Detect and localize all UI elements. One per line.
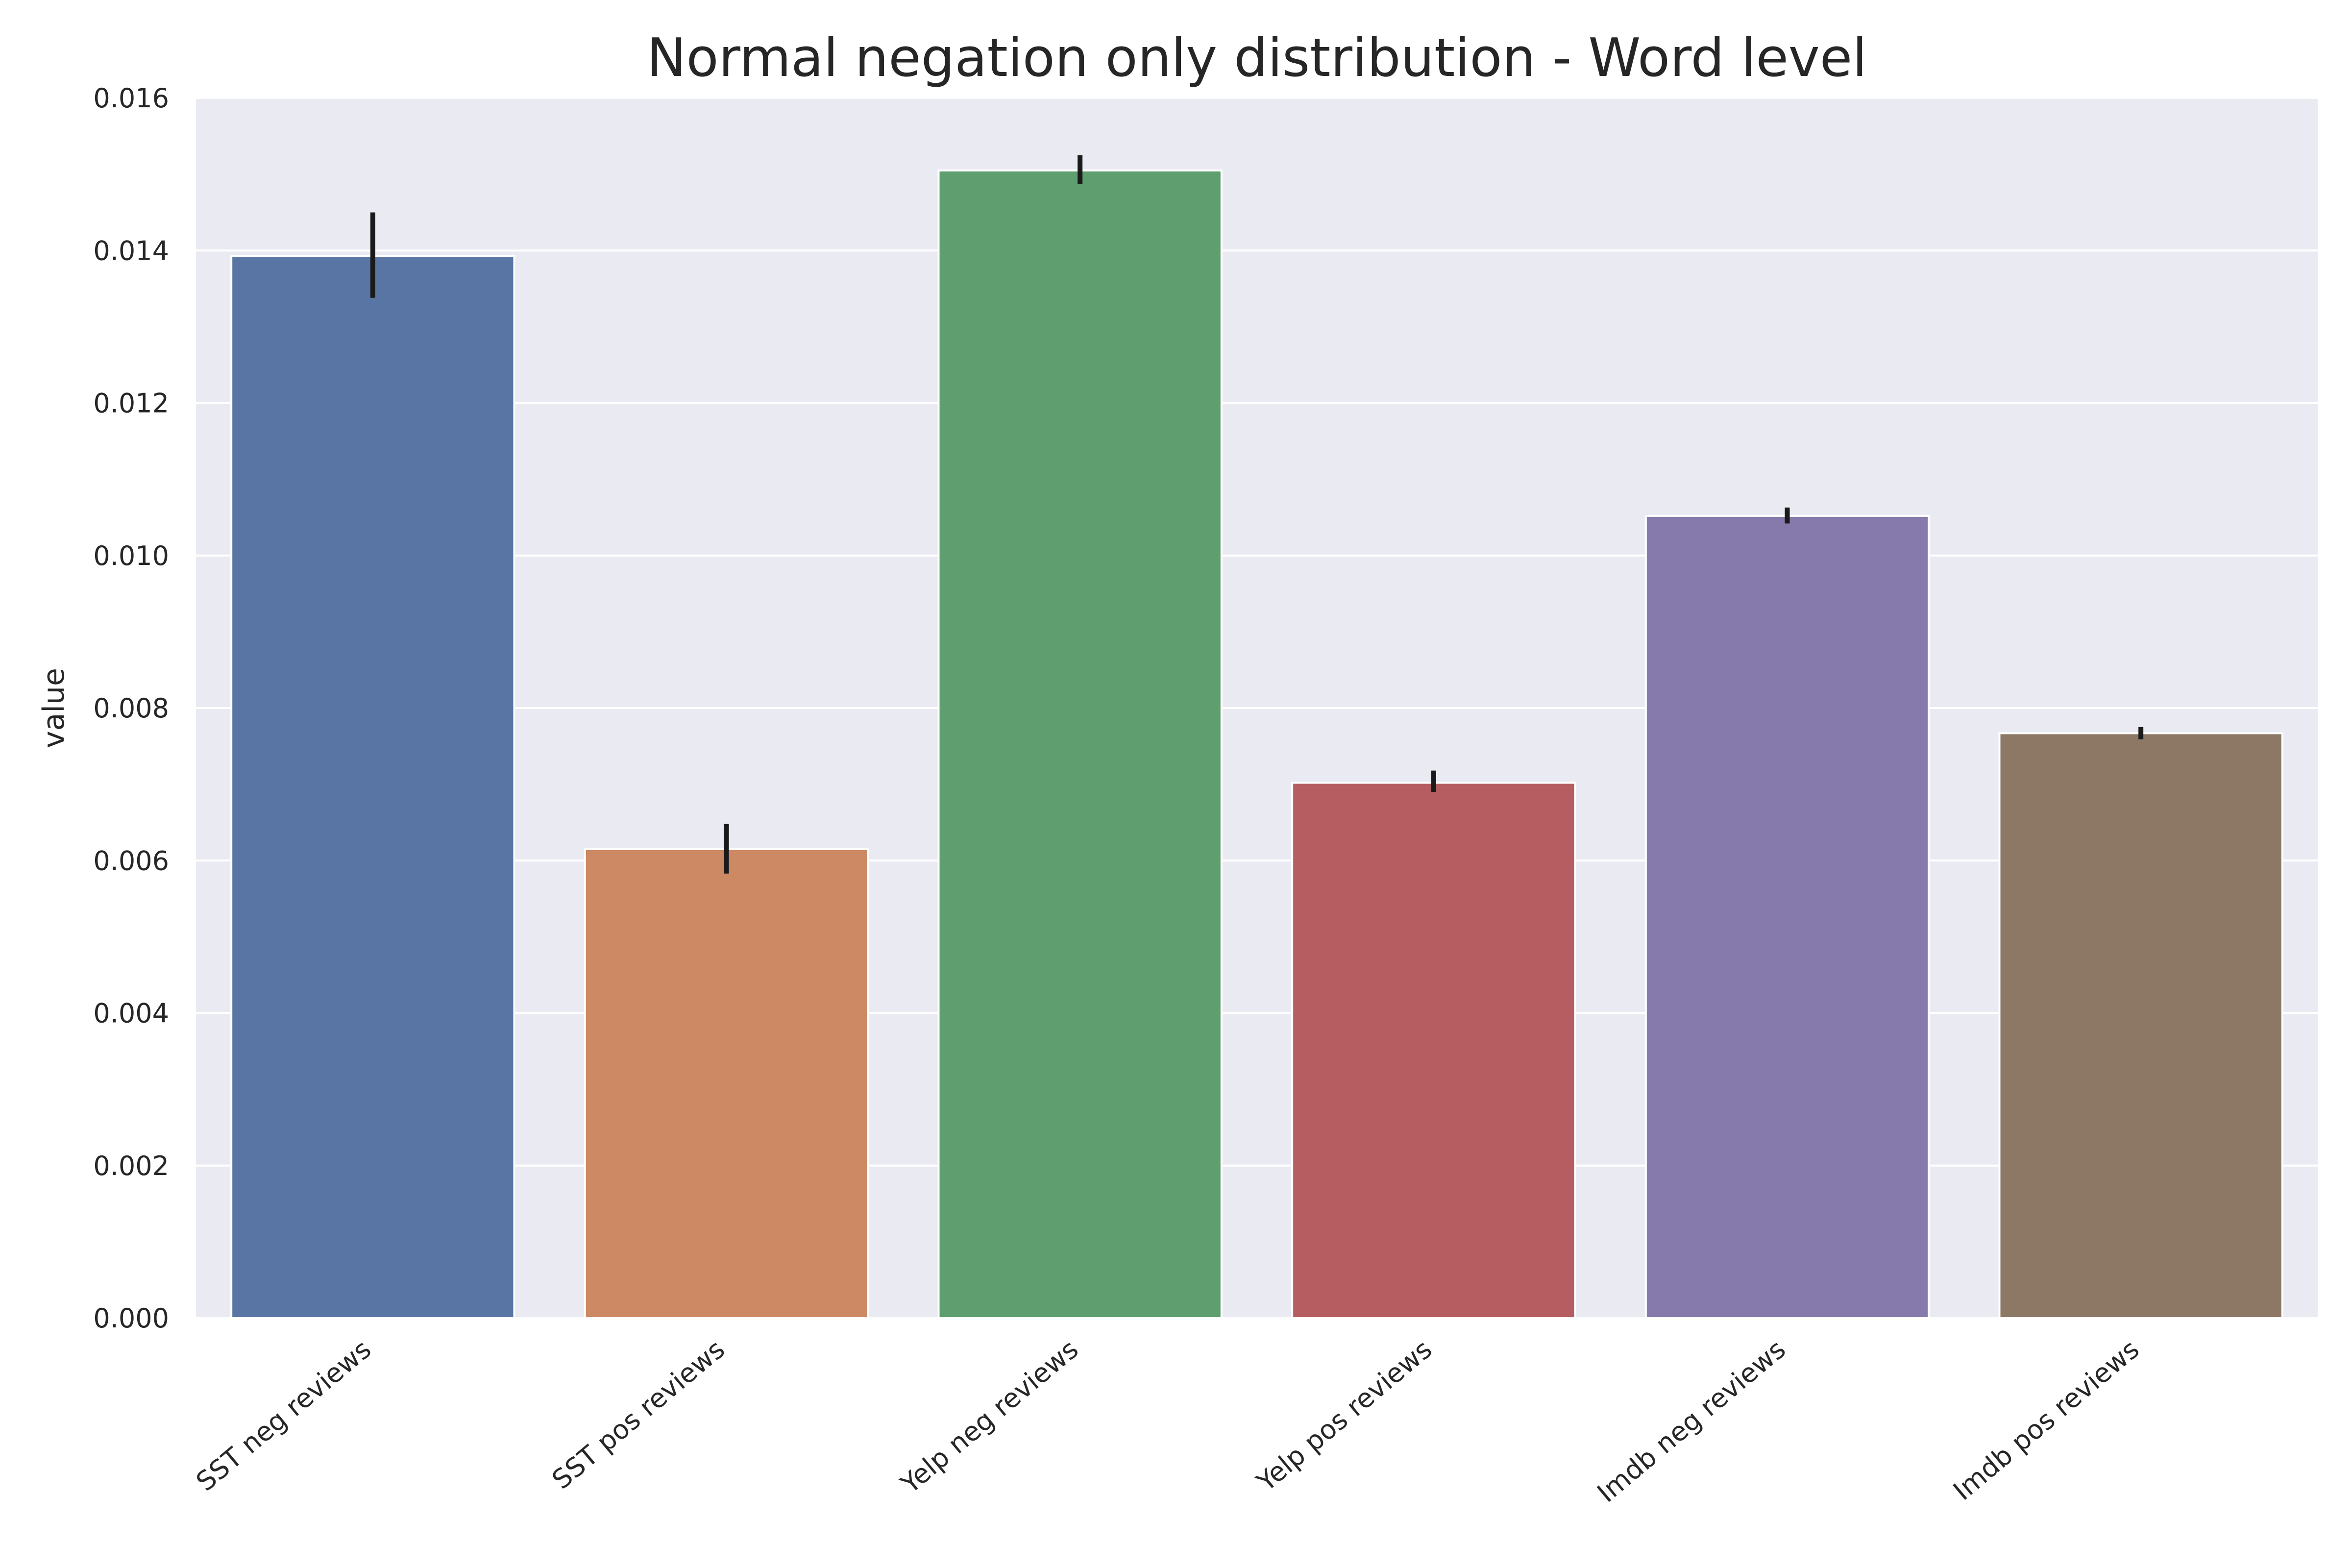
y-tick-label: 0.004 bbox=[93, 998, 169, 1029]
x-tick-label: Yelp neg reviews bbox=[895, 1334, 1084, 1500]
y-tick-label: 0.012 bbox=[93, 388, 169, 419]
y-axis-label: value bbox=[37, 668, 71, 748]
y-tick-label: 0.006 bbox=[93, 845, 169, 876]
x-tick-label: SST pos reviews bbox=[546, 1334, 731, 1495]
chart-title: Normal negation only distribution - Word… bbox=[647, 27, 1867, 89]
bar bbox=[937, 169, 1223, 1319]
bars bbox=[230, 169, 2283, 1319]
x-tick-label: Imdb neg reviews bbox=[1592, 1334, 1791, 1509]
x-tick-labels: SST neg reviews SST pos reviews Yelp neg r… bbox=[190, 1334, 2145, 1509]
grid-lines bbox=[196, 97, 2318, 1319]
x-tick-label: SST neg reviews bbox=[190, 1334, 377, 1497]
bar bbox=[1998, 732, 2283, 1319]
y-tick-label: 0.000 bbox=[93, 1303, 169, 1334]
y-tick-label: 0.014 bbox=[93, 235, 169, 266]
x-tick-label: Imdb pos reviews bbox=[1947, 1334, 2145, 1507]
y-tick-label: 0.016 bbox=[93, 83, 169, 114]
y-tick-label: 0.010 bbox=[93, 540, 169, 571]
x-tick-label: Yelp pos reviews bbox=[1250, 1334, 1438, 1498]
bar bbox=[584, 848, 869, 1319]
y-tick-label: 0.002 bbox=[93, 1151, 169, 1181]
error-bars bbox=[370, 155, 2144, 874]
bar bbox=[230, 255, 515, 1319]
y-tick-labels: 0.000 0.002 0.004 0.006 0.008 0.010 0.012 0.014… bbox=[93, 83, 169, 1334]
bar bbox=[1644, 514, 1930, 1319]
bar bbox=[1291, 782, 1576, 1319]
y-tick-label: 0.008 bbox=[93, 693, 169, 724]
